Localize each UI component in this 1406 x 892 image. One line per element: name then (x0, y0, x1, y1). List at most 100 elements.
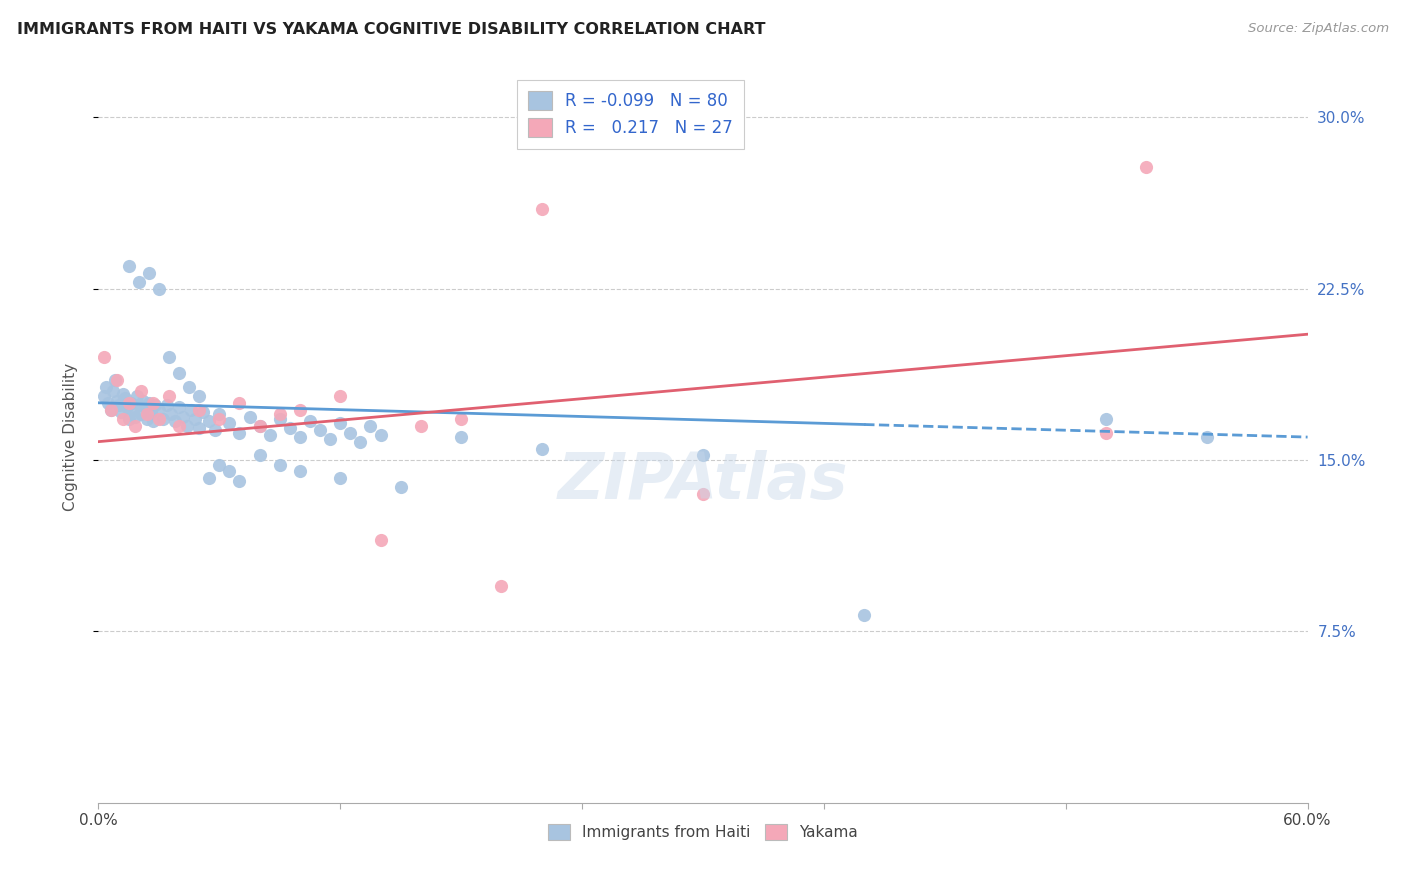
Text: ZIPAtlas: ZIPAtlas (558, 450, 848, 512)
Point (103, 373, 125, 387)
Point (188, 389, 211, 403)
Point (129, 407, 152, 421)
Point (105, 393, 128, 408)
Y-axis label: Cognitive Disability: Cognitive Disability (63, 363, 77, 511)
Point (135, 407, 157, 421)
Point (176, 418, 198, 433)
Point (172, 409, 194, 424)
Point (370, 533, 392, 547)
Point (198, 471, 221, 485)
Point (148, 412, 170, 426)
Point (491, 579, 513, 593)
Point (138, 266, 160, 280)
Point (450, 430, 472, 444)
Point (118, 259, 141, 273)
Point (148, 402, 170, 417)
Point (188, 402, 211, 417)
Point (96, 380, 118, 394)
Point (1095, 425, 1118, 440)
Point (228, 474, 250, 488)
Point (101, 384, 124, 399)
Point (100, 402, 122, 417)
Point (208, 407, 231, 421)
Point (450, 412, 472, 426)
Point (129, 384, 152, 399)
Point (100, 402, 122, 417)
Point (132, 393, 155, 408)
Point (1095, 412, 1118, 426)
Point (389, 480, 412, 494)
Point (125, 389, 148, 403)
Point (269, 407, 291, 421)
Point (288, 464, 311, 478)
Point (124, 418, 146, 433)
Point (228, 425, 250, 440)
Point (278, 421, 301, 435)
Point (193, 405, 215, 419)
Point (1135, 161, 1157, 175)
Point (329, 417, 352, 431)
Point (105, 373, 128, 387)
Point (339, 425, 361, 440)
Point (152, 412, 174, 426)
Point (111, 386, 134, 401)
Point (97, 396, 120, 410)
Point (188, 421, 211, 435)
Text: Source: ZipAtlas.com: Source: ZipAtlas.com (1249, 22, 1389, 36)
Point (93, 389, 115, 403)
Point (135, 412, 157, 426)
Point (167, 366, 190, 380)
Point (409, 418, 432, 433)
Point (319, 433, 342, 447)
Point (124, 409, 146, 424)
Point (360, 418, 382, 433)
Point (198, 414, 221, 428)
Point (239, 409, 262, 424)
Point (269, 458, 291, 472)
Point (218, 417, 240, 431)
Point (299, 414, 322, 428)
Point (128, 275, 150, 289)
Point (370, 427, 392, 442)
Point (204, 423, 226, 437)
Point (110, 405, 132, 419)
Point (115, 401, 138, 415)
Point (142, 396, 165, 410)
Point (138, 396, 160, 410)
Point (853, 608, 876, 623)
Point (118, 396, 141, 410)
Point (160, 407, 183, 421)
Point (139, 405, 162, 419)
Text: IMMIGRANTS FROM HAITI VS YAKAMA COGNITIVE DISABILITY CORRELATION CHART: IMMIGRANTS FROM HAITI VS YAKAMA COGNITIV… (17, 22, 765, 37)
Point (118, 412, 141, 426)
Point (93, 350, 115, 364)
Point (530, 202, 553, 216)
Point (121, 402, 143, 417)
Point (179, 380, 201, 394)
Point (259, 427, 281, 442)
Point (288, 402, 311, 417)
Point (142, 414, 165, 428)
Point (107, 398, 129, 412)
Point (163, 414, 186, 428)
Point (148, 281, 170, 295)
Point (180, 402, 202, 417)
Point (111, 412, 134, 426)
Legend: Immigrants from Haiti, Yakama: Immigrants from Haiti, Yakama (543, 817, 863, 847)
Point (134, 401, 156, 415)
Point (143, 398, 166, 412)
Point (530, 442, 553, 456)
Point (249, 418, 271, 433)
Point (208, 458, 231, 472)
Point (156, 398, 179, 412)
Point (249, 418, 271, 433)
Point (249, 449, 271, 463)
Point (208, 412, 231, 426)
Point (1195, 430, 1218, 444)
Point (167, 401, 190, 415)
Point (228, 396, 250, 410)
Point (309, 423, 332, 437)
Point (288, 430, 311, 444)
Point (157, 389, 180, 403)
Point (692, 487, 714, 501)
